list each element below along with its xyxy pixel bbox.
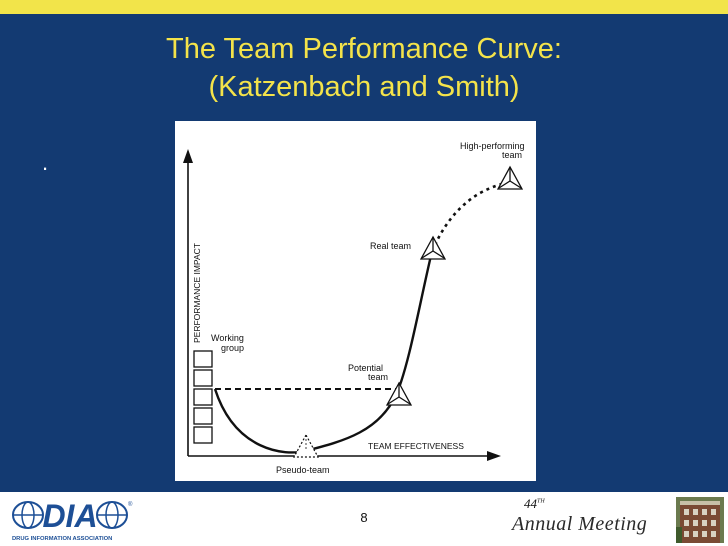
meeting-number-suffix: TH	[537, 498, 545, 505]
performance-curve	[213, 246, 435, 454]
dia-logo-caption: DRUG INFORMATION ASSOCIATION	[12, 536, 112, 542]
footer-bar	[0, 492, 728, 546]
top-stripe	[0, 0, 728, 14]
working-group-boxes	[193, 350, 213, 444]
real-team-marker	[419, 235, 447, 260]
meeting-name: Annual Meeting	[512, 513, 648, 535]
page-number: 8	[360, 510, 368, 525]
dia-logo-text: DIA	[42, 498, 97, 534]
high-performing-team-label-line2: team	[502, 150, 522, 160]
team-performance-curve-diagram: PERFORMANCE IMPACT TEAM EFFECTIVENESS Wo…	[175, 121, 536, 481]
globe-icon	[12, 501, 128, 529]
dia-logo: DIA ® DRUG INFORMATION ASSOCIATION	[12, 498, 133, 542]
dia-logo-registered: ®	[128, 501, 133, 508]
high-performance-dotted-curve	[433, 180, 510, 246]
x-axis-arrow	[487, 451, 501, 461]
potential-team-label: Potential	[348, 363, 383, 373]
building-photo	[676, 497, 724, 543]
working-group-label-line2: group	[221, 343, 244, 353]
slide-subtitle: (Katzenbach and Smith)	[208, 71, 520, 103]
bullet-point: .	[42, 150, 49, 175]
slide-title: The Team Performance Curve:	[166, 33, 562, 65]
potential-team-marker	[385, 381, 413, 406]
y-axis-arrow	[183, 149, 193, 163]
meeting-number: 44TH	[524, 496, 545, 512]
pseudo-team-marker	[292, 433, 320, 458]
potential-team-label-line2: team	[368, 372, 388, 382]
real-team-label: Real team	[370, 241, 411, 251]
y-axis-label: PERFORMANCE IMPACT	[192, 243, 202, 343]
high-performing-team-marker	[496, 165, 524, 190]
working-group-label: Working	[211, 333, 244, 343]
pseudo-team-label: Pseudo-team	[276, 465, 330, 475]
high-performing-team-label: High-performing	[460, 141, 525, 151]
x-axis-label: TEAM EFFECTIVENESS	[368, 441, 464, 451]
meeting-number-value: 44	[524, 496, 537, 511]
